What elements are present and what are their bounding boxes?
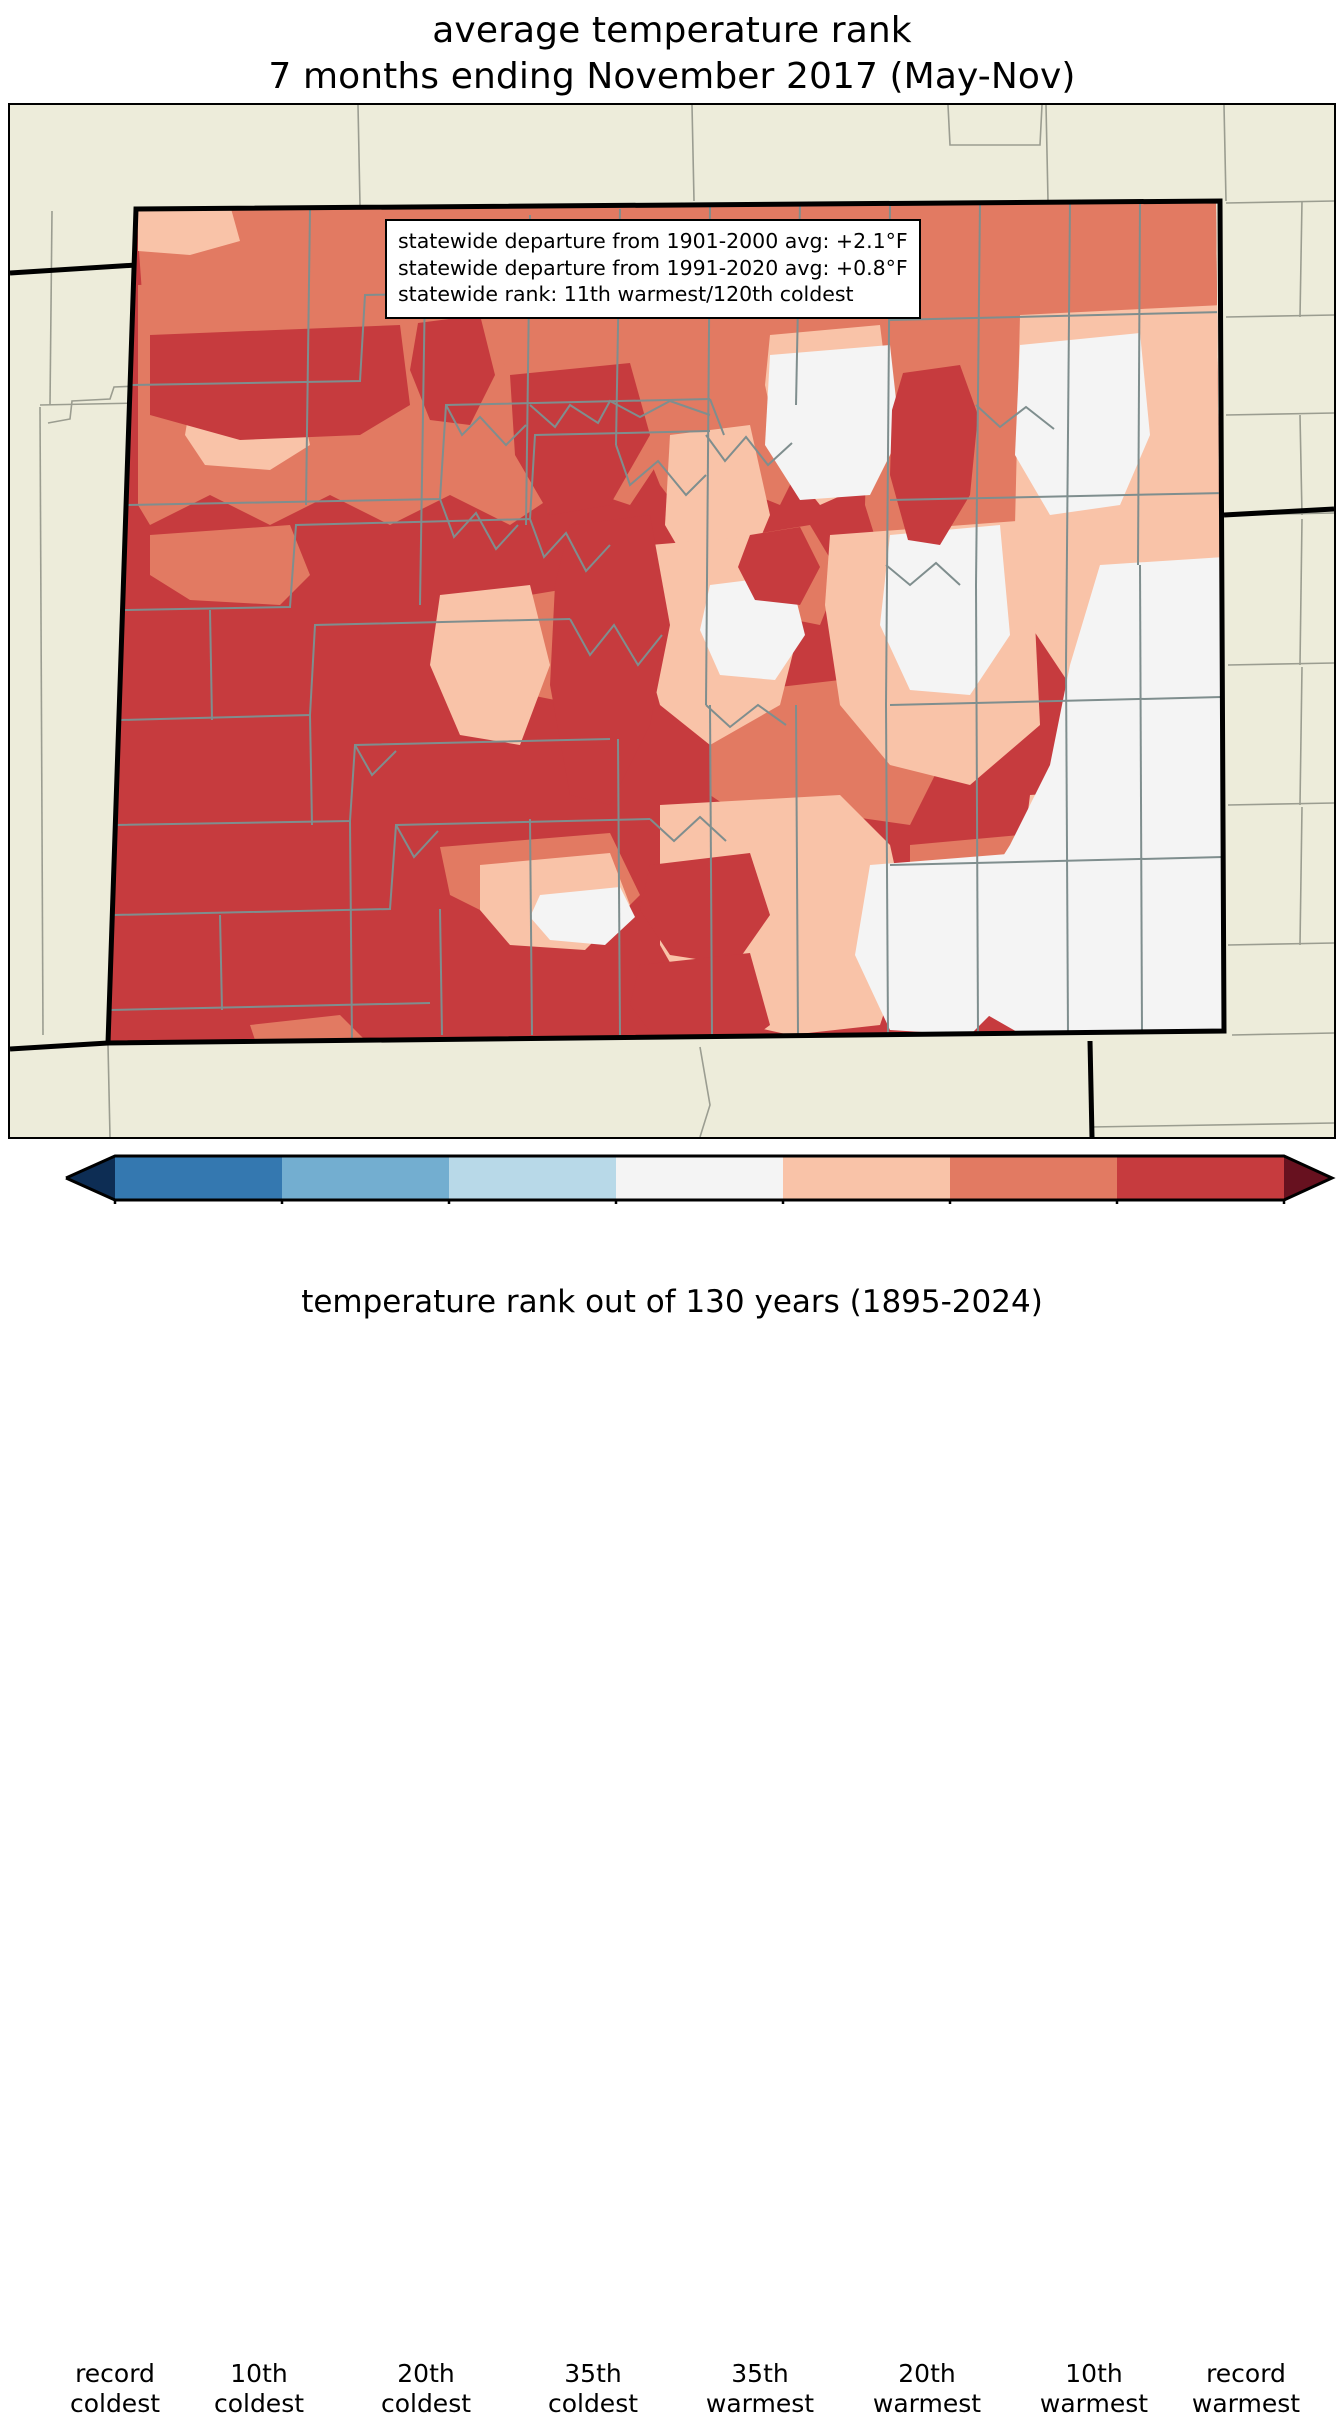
fill-10th-warmest-mtn6 (550, 515, 670, 805)
border-west-north (10, 262, 137, 276)
state-borders (10, 198, 1334, 1137)
fill-10th-warmest-mtn7 (630, 953, 770, 1043)
colorbar: record coldest 10th coldest 20th coldest… (0, 1152, 1344, 2418)
map-frame: statewide departure from 1901-2000 avg: … (8, 103, 1336, 1139)
colorbar-cap-record-warmest (1284, 1156, 1332, 1200)
stat-departure-1991-2020: statewide departure from 1991-2020 avg: … (398, 255, 908, 280)
colorbar-axis-label: temperature rank out of 130 years (1895-… (301, 1284, 1043, 1320)
fill-10th-warmest-mtn1 (410, 315, 495, 425)
title-line-1: average temperature rank (432, 10, 912, 51)
title-line-2: 7 months ending November 2017 (May-Nov) (268, 56, 1076, 97)
fill-35th-warmest-nwcorner (138, 205, 240, 255)
fill-near-normal-ne2 (765, 345, 900, 500)
fill-near-normal-se3 (855, 853, 1040, 1035)
colorbar-label-10th-coldest: 10th coldest (213, 2359, 305, 2418)
colorbar-label-35th-warmest: 35th warmest (705, 2359, 815, 2418)
colorbar-ticks (113, 1200, 1286, 1204)
colorbar-segment-near-normal (616, 1156, 783, 1200)
colorado-rank-fills (108, 201, 1224, 1043)
fill-near-normal-ne (1015, 333, 1150, 515)
fill-near-normal-slv (530, 887, 635, 945)
fill-20th-warmest-sw (250, 1015, 370, 1043)
colorbar-cap-record-coldest (66, 1156, 115, 1200)
stat-statewide-rank: statewide rank: 11th warmest/120th colde… (398, 282, 854, 306)
stat-departure-1901-2000: statewide departure from 1901-2000 avg: … (398, 229, 908, 253)
fill-35th-warmest-gunnison (430, 585, 550, 745)
colorbar-label-record-warmest: record warmest (1191, 2359, 1301, 2418)
border-southwest (10, 1040, 109, 1052)
fill-10th-warmest-mtn4 (640, 853, 770, 965)
fill-near-normal-centraleast (880, 525, 1010, 695)
colorbar-tick-labels: record coldest 10th coldest 20th coldest… (0, 2359, 1344, 2421)
colorbar-segment-35th-warmest (783, 1156, 950, 1200)
colorbar-label-20th-warmest: 20th warmest (872, 2359, 982, 2418)
statistics-box: statewide departure from 1901-2000 avg: … (385, 219, 921, 319)
colorado-state-border (105, 198, 1227, 1046)
colorbar-segment-10th-warmest (1117, 1156, 1284, 1200)
fill-near-normal-dot2 (1036, 401, 1058, 422)
fill-near-normal-dot1 (796, 445, 820, 465)
colorbar-segment-35th-coldest (449, 1156, 616, 1200)
colorbar-swatches (65, 1154, 1336, 1204)
page-title: average temperature rank 7 months ending… (0, 8, 1344, 100)
colorbar-segment-20th-coldest (282, 1156, 449, 1200)
fill-10th-warmest-mtn3 (738, 527, 820, 605)
border-south-east (1087, 1040, 1095, 1137)
colorbar-label-20th-coldest: 20th coldest (380, 2359, 472, 2418)
border-east-mid (1223, 506, 1334, 518)
climate-map-page: average temperature rank 7 months ending… (0, 8, 1344, 2418)
colorbar-segment-20th-warmest (950, 1156, 1117, 1200)
colorbar-label-35th-coldest: 35th coldest (547, 2359, 639, 2418)
colorbar-segment-10th-coldest (115, 1156, 282, 1200)
fill-20th-warmest-nw2 (150, 525, 310, 605)
